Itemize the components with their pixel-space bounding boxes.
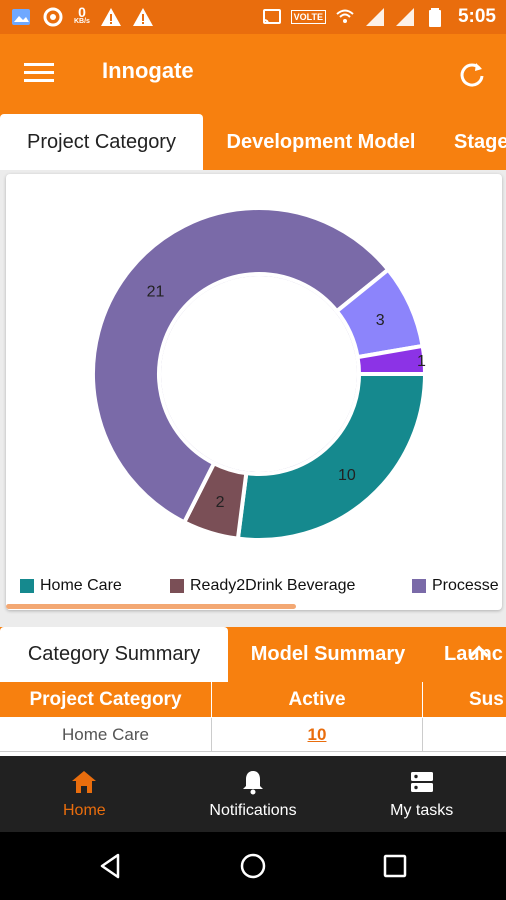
tab-stage[interactable]: Stage	[442, 114, 506, 170]
donut-slice-label-5: 1	[417, 353, 426, 370]
table-header-row: Project Category Active Sus	[0, 682, 506, 717]
legend-swatch	[412, 579, 426, 593]
donut-slice-1[interactable]	[235, 372, 428, 542]
legend-label: Ready2Drink Beverage	[190, 577, 356, 594]
legend-label: Home Care	[40, 577, 122, 594]
legend-label: Processe	[432, 577, 499, 594]
table-row: Home Care 10	[0, 718, 506, 752]
donut-chart: 10 2 21 3 1	[91, 206, 428, 542]
donut-slice-label-4: 3	[376, 312, 385, 329]
cast-icon	[262, 9, 281, 25]
tab-model-summary-label: Model Summary	[250, 643, 406, 665]
chart-legend: Home Care Ready2Drink Beverage Processe	[20, 577, 502, 601]
signal-icon-2	[395, 8, 414, 26]
status-bar: 0 KB/s VOLTE	[0, 0, 506, 34]
legend-item[interactable]: Ready2Drink Beverage	[170, 577, 355, 595]
tab-model-summary[interactable]: Model Summary	[228, 627, 428, 682]
tab-development-model[interactable]: Development Model	[203, 114, 439, 170]
signal-icon	[365, 8, 384, 26]
nav-home-label: Home	[62, 802, 106, 819]
system-navigation-bar	[0, 832, 506, 900]
battery-icon	[428, 8, 441, 27]
legend-item[interactable]: Processe	[412, 577, 499, 595]
wifi-calling-icon	[336, 9, 354, 23]
app-title: Innogate	[102, 58, 194, 83]
tab-project-category[interactable]: Project Category	[0, 114, 203, 170]
tab-project-category-label: Project Category	[27, 130, 176, 153]
column-header-project-category[interactable]: Project Category	[0, 682, 212, 717]
data-speed-value: 0	[78, 4, 86, 20]
donut-slice-label-3: 21	[147, 283, 165, 300]
legend-item[interactable]: Home Care	[20, 577, 122, 595]
cell-active-count-link[interactable]: 10	[212, 718, 423, 752]
tab-category-summary-label: Category Summary	[27, 643, 201, 665]
warning-icon	[100, 8, 121, 26]
bell-icon	[243, 771, 263, 795]
hamburger-menu-icon[interactable]	[24, 62, 54, 84]
refresh-icon[interactable]	[458, 60, 486, 88]
recent-apps-icon[interactable]	[380, 851, 410, 881]
warning-icon-2	[132, 8, 153, 26]
column-header-active[interactable]: Active	[212, 682, 423, 717]
donut-slice-label-1: 10	[338, 467, 356, 484]
nav-home[interactable]: Home	[0, 756, 169, 832]
donut-chart-card: 10 2 21 3 1 Home Care Ready2Drink Beverage Pro…	[6, 174, 502, 610]
cell-suspended-count	[423, 718, 506, 752]
bottom-navigation: Home Notifications My tasks	[0, 756, 506, 832]
data-speed-unit: KB/s	[74, 18, 90, 25]
back-icon[interactable]	[96, 851, 126, 881]
legend-scroll-indicator[interactable]	[6, 604, 296, 609]
donut-slice-label-2: 2	[216, 494, 225, 511]
tab-category-summary[interactable]: Category Summary	[0, 627, 228, 682]
nav-notifications-label: Notifications	[209, 802, 297, 819]
nav-notifications[interactable]: Notifications	[169, 756, 338, 832]
tab-stage-label: Stage	[454, 130, 506, 153]
volte-badge: VOLTE	[290, 10, 326, 24]
summary-tab-strip: Category Summary Model Summary Launc	[0, 627, 506, 682]
donut-slice-3[interactable]	[91, 206, 391, 525]
nav-my-tasks-label: My tasks	[390, 802, 454, 819]
category-tab-strip: Project Category Development Model Stage	[0, 114, 506, 170]
nav-my-tasks[interactable]: My tasks	[337, 756, 506, 832]
app-notification-icon	[43, 7, 63, 27]
chevron-up-icon[interactable]	[466, 639, 492, 665]
home-icon	[72, 771, 97, 793]
tasks-icon	[410, 772, 433, 792]
gallery-icon	[12, 9, 30, 25]
tab-development-model-label: Development Model	[226, 130, 416, 153]
legend-swatch	[170, 579, 184, 593]
cell-category-name: Home Care	[0, 718, 212, 752]
status-time: 5:05	[457, 6, 496, 27]
category-summary-table: Project Category Active Sus Home Care 10	[0, 682, 506, 756]
legend-swatch	[20, 579, 34, 593]
column-header-suspended[interactable]: Sus	[423, 682, 506, 717]
donut-hole	[161, 276, 357, 472]
donut-slice-5[interactable]	[355, 343, 428, 376]
home-circle-icon[interactable]	[238, 851, 268, 881]
app-bar: Innogate	[0, 34, 506, 114]
